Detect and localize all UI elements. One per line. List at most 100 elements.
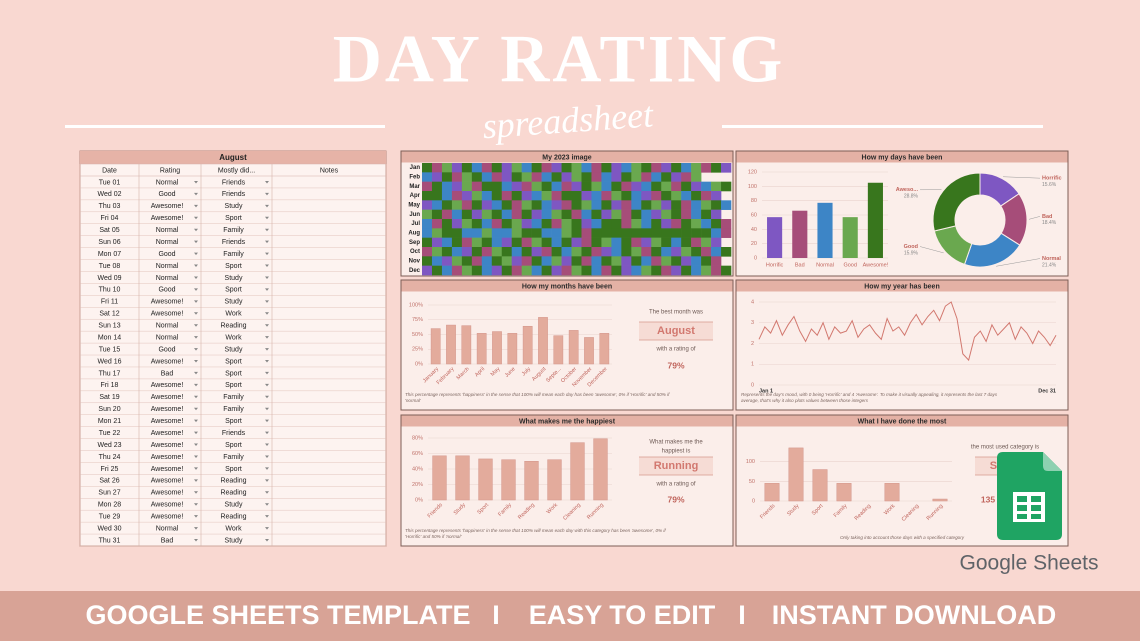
heat-cell (431, 181, 443, 192)
heat-cell (701, 181, 712, 192)
heat-cell (721, 265, 732, 276)
dropdown-arrow (265, 204, 269, 208)
heat-cell (541, 191, 552, 201)
heat-cell (681, 209, 692, 220)
heat-cell (501, 191, 513, 201)
heat-cell (651, 191, 662, 201)
heat-cell (561, 200, 572, 210)
bar (593, 438, 608, 501)
bar (842, 217, 858, 258)
bar (867, 182, 883, 258)
heat-cell (541, 181, 552, 192)
heat-cell (422, 237, 433, 248)
table-cell: Family (223, 406, 244, 413)
x-tick-label: Dec 31 (1038, 388, 1056, 394)
highlight-figure: 135 (981, 494, 995, 504)
heat-cell (691, 209, 702, 220)
heat-cell (681, 265, 692, 276)
table-cell: Thu 10 (99, 287, 121, 294)
heat-cell (631, 237, 642, 248)
heat-cell (711, 163, 722, 173)
heat-cell (561, 219, 572, 229)
heat-cell (611, 163, 622, 173)
table-cell: Fri 25 (101, 466, 119, 473)
heat-cell (541, 209, 552, 220)
y-tick-label: 1 (751, 362, 754, 368)
heat-cell (461, 219, 473, 229)
heat-cell (501, 181, 513, 192)
table-cell: Reading (220, 323, 246, 330)
heat-cell (481, 256, 493, 266)
heat-cell (511, 237, 522, 248)
x-tick-label: May (490, 366, 502, 378)
heat-cell (501, 256, 513, 266)
table-cell: Wed 23 (98, 442, 122, 449)
highlight-figure: 79% (667, 360, 684, 370)
heat-cell (701, 265, 712, 276)
bar (599, 333, 610, 365)
heat-cell (521, 191, 532, 201)
heat-cell (511, 209, 522, 220)
table-cell: Tue 29 (99, 514, 121, 521)
heat-cell (431, 237, 443, 248)
heat-cell (701, 228, 712, 238)
bar (455, 455, 470, 501)
heat-cell (671, 219, 682, 229)
heat-cell (621, 265, 632, 276)
bar (476, 333, 487, 365)
heat-cell (461, 191, 473, 201)
table-cell: Awesome! (151, 454, 184, 461)
bar (764, 483, 780, 502)
heat-cell (651, 265, 662, 276)
heat-cell (661, 163, 672, 173)
table-cell: Normal (156, 263, 179, 270)
heat-cell (661, 209, 672, 220)
y-tick-label: 20 (751, 241, 757, 247)
heat-cell (511, 247, 522, 257)
heat-cell (611, 200, 622, 210)
heat-cell (661, 237, 672, 248)
table-cell: Study (225, 502, 243, 509)
table-cell: Tue 22 (99, 430, 121, 437)
heat-cell (681, 200, 692, 210)
bar (792, 210, 808, 258)
dropdown-arrow (194, 407, 198, 411)
dropdown-arrow (194, 252, 198, 256)
table-cell: Study (225, 275, 243, 282)
heat-cell (651, 181, 662, 192)
table-cell: Work (225, 311, 242, 318)
x-tick-label: Normal (816, 262, 834, 268)
month-label: Oct (410, 249, 420, 255)
month-label: Jul (411, 221, 420, 227)
y-tick-label: 3 (751, 320, 754, 326)
footer-band (0, 591, 1140, 641)
heat-cell (721, 247, 732, 257)
heat-cell (451, 172, 463, 182)
heat-cell (541, 228, 552, 238)
heat-cell (561, 228, 572, 238)
heat-cell (481, 172, 493, 182)
bar (584, 337, 594, 365)
bar (570, 442, 585, 501)
heat-cell (571, 256, 582, 266)
heat-cell (521, 200, 532, 210)
heat-cell (461, 265, 473, 276)
bar (817, 202, 833, 258)
heat-cell (711, 200, 722, 210)
heat-cell (501, 265, 513, 276)
highlight-lead: The best month was (649, 310, 703, 316)
heat-cell (651, 247, 662, 257)
heat-cell (531, 237, 542, 248)
table-cell: Mon 21 (98, 418, 121, 425)
heat-cell (711, 191, 722, 201)
table-cell: Awesome! (151, 478, 184, 485)
x-tick-label: Jan 1 (759, 388, 773, 394)
highlight-name: August (657, 325, 695, 337)
y-tick-label: 0 (754, 255, 757, 261)
heat-cell (521, 172, 532, 182)
bar (547, 459, 562, 501)
heat-cell (531, 219, 542, 229)
heat-cell (541, 247, 552, 257)
heat-cell (701, 163, 712, 173)
